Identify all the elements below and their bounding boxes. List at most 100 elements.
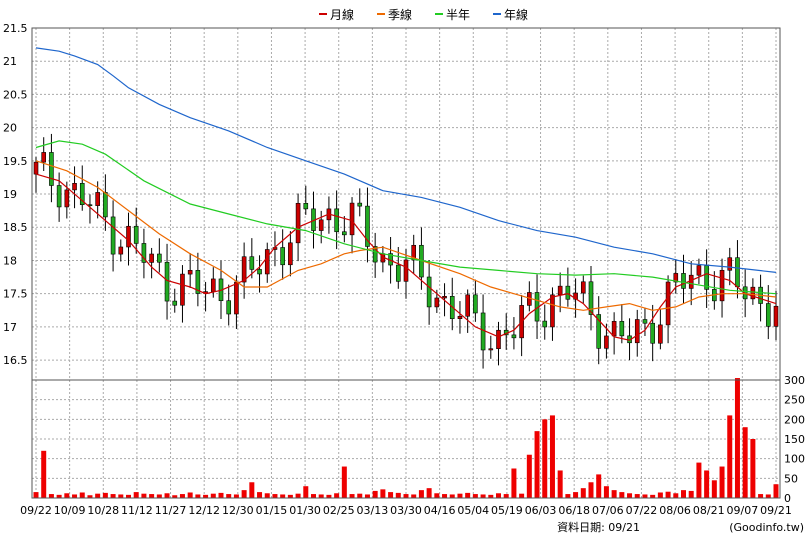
volume-bar [511, 468, 517, 498]
volume-bar [765, 494, 771, 498]
candle-body [257, 269, 262, 275]
volume-bar [33, 492, 39, 498]
candle-body [164, 261, 170, 302]
volume-bar [650, 494, 656, 498]
candle-body [511, 334, 517, 339]
volume-tick-label: 50 [784, 472, 798, 485]
candle-body [180, 273, 185, 306]
volume-bar [642, 494, 648, 498]
volume-bar [426, 488, 432, 498]
candle-body [126, 225, 131, 248]
candle-body [334, 208, 339, 233]
volume-bars [33, 378, 779, 498]
volume-bar [526, 454, 532, 498]
candle-body [349, 202, 355, 236]
volume-bar [688, 490, 694, 498]
candle-body [673, 273, 679, 283]
volume-bar [334, 493, 340, 498]
candle-body [658, 324, 663, 344]
volume-bar [696, 462, 702, 498]
volume-bar [472, 494, 478, 498]
volume-bar [87, 495, 93, 498]
candle-body [157, 253, 162, 263]
volume-bar [126, 494, 131, 498]
x-tick-label: 05/19 [491, 504, 523, 517]
candle-body [588, 281, 594, 315]
volume-bar [287, 494, 293, 498]
x-tick-label: 07/22 [626, 504, 658, 517]
candle-body [442, 296, 447, 299]
candle-body [411, 244, 417, 261]
volume-bar [634, 494, 640, 498]
volume-bar [480, 494, 486, 498]
price-tick-label: 20 [3, 122, 17, 135]
volume-bar [503, 494, 509, 498]
volume-bar [457, 493, 463, 498]
volume-bar [311, 494, 316, 498]
x-tick-label: 01/30 [289, 504, 321, 517]
x-tick-label: 11/27 [155, 504, 187, 517]
volume-bar [465, 492, 471, 498]
x-tick-label: 01/15 [256, 504, 288, 517]
x-tick-label: 03/13 [357, 504, 389, 517]
volume-bar [488, 494, 494, 498]
legend-label-quarterly: 季線 [388, 7, 412, 22]
volume-bar [72, 494, 78, 498]
volume-bar [141, 493, 147, 498]
candle-body [742, 286, 748, 300]
volume-bar [156, 494, 162, 498]
x-axis: 09/22 10/09 10/28 11/12 11/27 12/12 12/30 01/15… [20, 504, 792, 517]
volume-bar [79, 492, 85, 498]
candle-body [64, 189, 70, 208]
candle-body [596, 314, 602, 349]
x-tick-label: 12/12 [188, 504, 220, 517]
volume-bar [418, 490, 424, 498]
volume-tick-label: 150 [784, 433, 805, 446]
ma-line [35, 140, 777, 295]
volume-bar [257, 492, 263, 498]
candle-body [118, 246, 124, 255]
volume-bar [711, 480, 717, 498]
candle-body [295, 202, 301, 244]
legend-label-yearly: 年線 [504, 7, 528, 22]
volume-bar [187, 492, 193, 498]
volume-bar [442, 494, 448, 498]
volume-tick-label: 200 [784, 413, 805, 426]
volume-bar [734, 378, 740, 498]
candle-body [110, 216, 116, 255]
candle-body [41, 152, 47, 163]
candle-body [473, 294, 478, 314]
candle-body [457, 315, 463, 319]
legend-label-halfyear: 半年 [446, 8, 470, 22]
volume-bar [210, 493, 216, 498]
candle-body [426, 276, 432, 308]
volume-bar [264, 493, 270, 498]
x-tick-label: 11/12 [121, 504, 153, 517]
candle-body [303, 202, 309, 210]
candle-body [719, 269, 725, 302]
volume-bar [372, 490, 378, 498]
price-tick-label: 19.5 [3, 155, 28, 168]
candle-body [280, 247, 285, 266]
volume-bar [380, 489, 386, 498]
volume-bar [118, 494, 124, 498]
price-tick-label: 20.5 [3, 88, 28, 101]
price-tick-label: 21 [3, 55, 17, 68]
candle-body [342, 231, 347, 236]
volume-bar [102, 492, 108, 498]
candle-body [565, 285, 571, 300]
legend-label-monthly: 月線 [330, 7, 354, 22]
price-tick-label: 19 [3, 188, 17, 201]
x-tick-label: 10/28 [87, 504, 119, 517]
volume-tick-label: 100 [784, 453, 805, 466]
volume-bar [603, 486, 609, 498]
volume-bar [241, 490, 247, 498]
candle-body [773, 305, 779, 327]
volume-bar [750, 439, 756, 498]
volume-bar [580, 488, 586, 498]
candle-body [650, 322, 655, 344]
candle-body [465, 294, 470, 317]
volume-bar [773, 484, 779, 498]
candle-body [264, 249, 270, 275]
x-tick-label: 08/21 [693, 504, 725, 517]
